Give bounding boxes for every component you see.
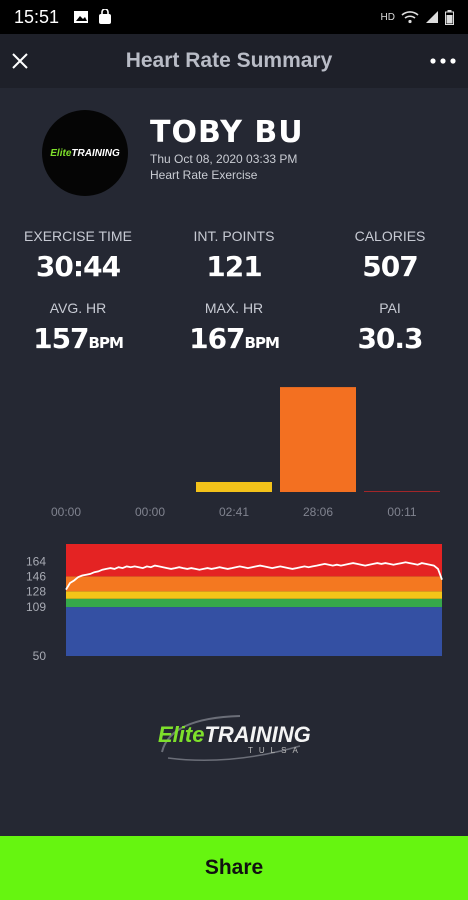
- status-time: 15:51: [14, 6, 60, 27]
- exercise-type: Heart Rate Exercise: [150, 167, 258, 182]
- zone-time-label: 00:00: [51, 505, 81, 519]
- stat-calories: CALORIES 507: [312, 228, 468, 300]
- stats-grid: EXERCISE TIME 30:44 INT. POINTS 121 CALO…: [0, 228, 468, 372]
- zone-bar: [364, 491, 440, 492]
- stat-unit: BPM: [244, 334, 280, 352]
- close-button[interactable]: [0, 34, 40, 88]
- stat-value: 507: [362, 250, 418, 283]
- hr-zone-band: [66, 544, 442, 577]
- logo-text: EliteTRAINING: [158, 722, 311, 747]
- image-icon: [74, 11, 89, 23]
- stat-label: INT. POINTS: [193, 228, 275, 244]
- stat-value: 157BPM: [0, 322, 156, 355]
- stat-label: AVG. HR: [49, 300, 107, 316]
- hr-line: [65, 561, 443, 591]
- more-options-button[interactable]: [418, 34, 468, 88]
- stat-max-hr: MAX. HR 167BPM: [156, 300, 312, 372]
- status-bar: 15:51 HD: [0, 0, 468, 34]
- app-bar: Heart Rate Summary: [0, 34, 468, 88]
- zone-time-chart: 00:00 00:00 02:41 28:06 00:11: [51, 387, 440, 519]
- hr-tick-label: 109: [26, 600, 46, 614]
- zone-time-label: 02:41: [219, 505, 249, 519]
- stat-number: 157: [33, 322, 89, 355]
- stat-unit: BPM: [88, 334, 124, 352]
- logo-subtext: TULSA: [248, 746, 304, 755]
- stat-value: 167BPM: [156, 322, 312, 355]
- hr-zone-band: [66, 607, 442, 656]
- zone-time-label: 00:00: [135, 505, 165, 519]
- stat-exercise-time: EXERCISE TIME 30:44: [0, 228, 156, 300]
- stats-row: EXERCISE TIME 30:44 INT. POINTS 121 CALO…: [0, 228, 468, 300]
- hr-zone-band: [66, 598, 442, 608]
- stat-label: MAX. HR: [204, 300, 264, 316]
- hr-tick-label: 146: [26, 569, 46, 583]
- hr-tick-label: 128: [26, 584, 46, 598]
- more-icon: [430, 58, 456, 64]
- session-date: Thu Oct 08, 2020 03:33 PM: [150, 151, 298, 166]
- avatar-logo-text: EliteTRAINING: [50, 147, 120, 159]
- page-title: Heart Rate Summary: [125, 49, 333, 72]
- stat-int-points: INT. POINTS 121: [156, 228, 312, 300]
- profile-section: EliteTRAINING TOBY BU Thu Oct 08, 2020 0…: [42, 110, 304, 196]
- status-right-icons: HD: [380, 9, 454, 25]
- profile-info: TOBY BU Thu Oct 08, 2020 03:33 PM Heart …: [150, 115, 304, 182]
- signal-icon: [426, 11, 438, 23]
- network-type-label: HD: [380, 11, 395, 23]
- elite-training-logo: EliteTRAINING TULSA: [150, 708, 320, 768]
- zone-time-label: 00:11: [387, 505, 416, 519]
- stats-row: AVG. HR 157BPM MAX. HR 167BPM PAI 30.3: [0, 300, 468, 372]
- stat-label: EXERCISE TIME: [24, 228, 132, 244]
- logo-swoosh-icon: [161, 715, 301, 761]
- close-icon: [12, 53, 28, 69]
- hr-tick-label: 50: [33, 649, 47, 663]
- stat-number: 167: [189, 322, 245, 355]
- avatar: EliteTRAINING: [42, 110, 128, 196]
- shopping-bag-icon: [99, 9, 112, 24]
- user-name: TOBY BU: [150, 114, 304, 150]
- stat-pai: PAI 30.3: [312, 300, 468, 372]
- stat-value: 30:44: [35, 250, 121, 283]
- zone-bar: [280, 387, 356, 492]
- hr-zone-band: [66, 576, 442, 592]
- wifi-icon: [401, 11, 419, 24]
- share-button[interactable]: Share: [0, 836, 468, 900]
- hr-zone-band: [66, 591, 442, 599]
- zone-bar: [196, 481, 272, 492]
- zone-time-label: 28:06: [303, 505, 333, 519]
- stat-label: PAI: [379, 300, 401, 316]
- stat-value: 121: [206, 250, 262, 283]
- battery-icon: [445, 9, 454, 25]
- stat-label: CALORIES: [354, 228, 426, 244]
- stat-avg-hr: AVG. HR 157BPM: [0, 300, 156, 372]
- hr-tick-label: 164: [26, 554, 46, 568]
- stat-value: 30.3: [357, 322, 423, 355]
- status-notification-icons: [73, 9, 113, 25]
